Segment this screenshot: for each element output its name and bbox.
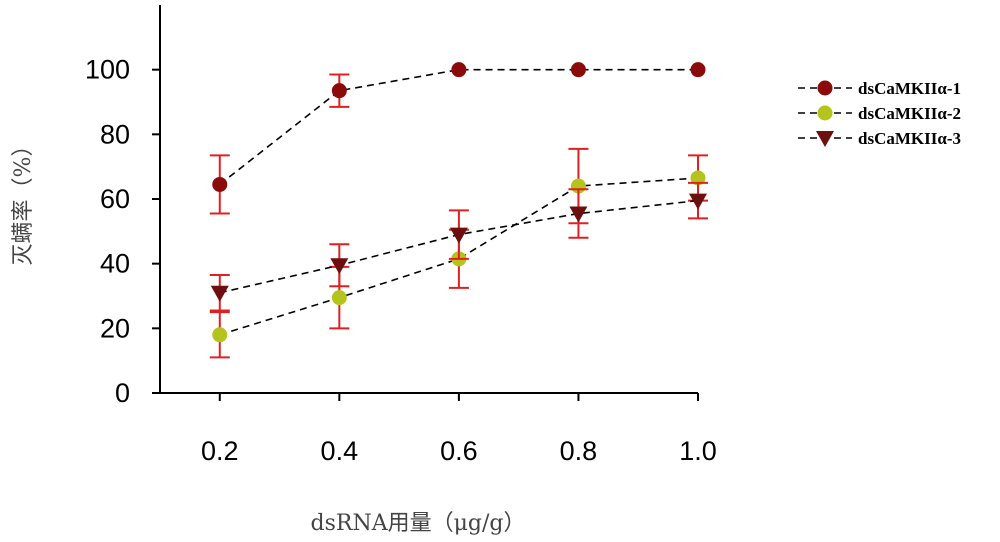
legend-marker <box>817 80 833 96</box>
data-point <box>331 290 347 306</box>
y-tick-label: 40 <box>100 249 130 279</box>
data-point <box>330 258 349 275</box>
data-point <box>690 62 706 78</box>
x-tick-label: 0.2 <box>201 436 239 466</box>
x-axis-ticks: 0.2 0.4 0.6 0.8 1.0 <box>201 393 717 466</box>
series-3 <box>209 181 708 312</box>
data-point <box>570 62 586 78</box>
data-point <box>210 285 229 302</box>
x-tick-label: 0.4 <box>321 436 359 466</box>
legend-marker <box>817 105 833 121</box>
legend-item: dsCaMKIIα-2 <box>798 104 961 123</box>
y-axis-title: 灭螨率（%） <box>11 135 36 266</box>
data-point <box>331 83 347 99</box>
y-tick-label: 100 <box>85 55 130 85</box>
legend-item: dsCaMKIIα-1 <box>798 79 961 98</box>
y-tick-label: 80 <box>100 119 130 149</box>
data-point <box>212 327 228 343</box>
series-line <box>219 68 698 186</box>
data-point <box>690 170 706 186</box>
legend-label: dsCaMKIIα-2 <box>858 104 961 123</box>
y-axis-ticks: 0 20 40 60 80 100 <box>85 55 160 408</box>
series-layer <box>209 62 708 359</box>
legend-label: dsCaMKIIα-3 <box>858 129 961 148</box>
legend: dsCaMKIIα-1 dsCaMKIIα-2 dsCaMKIIα-3 <box>798 79 961 148</box>
data-point <box>689 193 707 210</box>
y-tick-label: 60 <box>100 184 130 214</box>
x-tick-label: 0.8 <box>560 436 598 466</box>
data-point <box>212 176 228 192</box>
legend-label: dsCaMKIIα-1 <box>858 79 961 98</box>
legend-marker <box>816 131 834 147</box>
series-1 <box>209 62 706 215</box>
data-point <box>451 62 467 78</box>
axes <box>159 5 698 394</box>
legend-item: dsCaMKIIα-3 <box>798 129 961 148</box>
y-tick-label: 20 <box>100 313 130 343</box>
x-axis-title: dsRNA用量（μg/g） <box>311 511 526 536</box>
y-tick-label: 0 <box>115 378 130 408</box>
data-point <box>449 227 468 244</box>
x-tick-label: 1.0 <box>679 436 717 466</box>
data-point <box>569 206 588 223</box>
x-tick-label: 0.6 <box>440 436 478 466</box>
